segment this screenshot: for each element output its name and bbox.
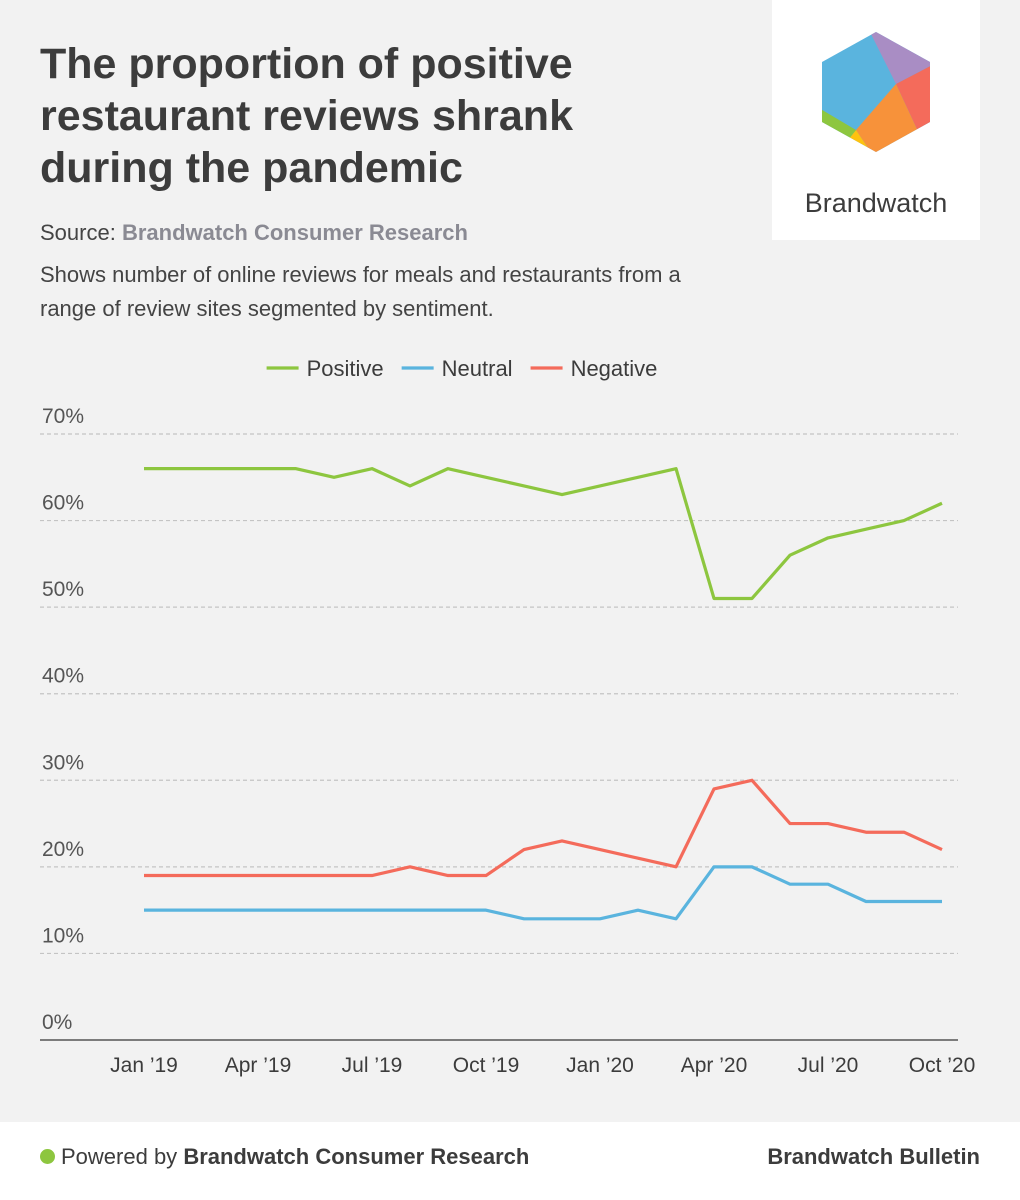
legend-label: Neutral [442, 356, 513, 381]
footer-brand[interactable]: Brandwatch Bulletin [767, 1144, 980, 1169]
powered-name[interactable]: Brandwatch Consumer Research [183, 1144, 530, 1169]
source-label: Source: [40, 220, 116, 245]
y-tick-label: 40% [42, 665, 84, 688]
y-tick-label: 0% [42, 1011, 72, 1034]
source-name[interactable]: Brandwatch Consumer Research [121, 220, 468, 245]
x-tick-label: Jul ’20 [798, 1054, 859, 1077]
legend-label: Positive [307, 356, 384, 381]
y-tick-label: 50% [42, 578, 84, 601]
chart: 0% 10% 20% 30% 40% 50% 60% 70% Jan ’19 Apr ’19 Jul… [40, 356, 976, 1077]
x-tick-label: Jan ’20 [566, 1054, 634, 1077]
powered-by: Powered by [61, 1144, 178, 1169]
logo: Brandwatch [772, 0, 980, 240]
logo-graphic: Brandwatch [805, 32, 948, 218]
series-line [144, 865, 942, 921]
x-tick-label: Apr ’20 [681, 1054, 748, 1077]
series-line [144, 778, 943, 878]
dot [40, 1149, 55, 1164]
y-tick-label: 30% [42, 751, 84, 774]
x-tick-label: Oct ’20 [909, 1054, 976, 1077]
y-tick-label: 70% [42, 405, 84, 428]
x-tick-label: Oct ’19 [453, 1054, 520, 1077]
series-line [144, 467, 943, 601]
title: The proportion of positive restaurant re… [40, 40, 573, 192]
x-tick-label: Jan ’19 [110, 1054, 178, 1077]
y-tick-label: 10% [42, 924, 84, 947]
footer: Powered by Brandwatch Consumer Research … [0, 1122, 1020, 1200]
y-tick-label: 20% [42, 838, 84, 861]
subtitle: Shows number of online reviews for meals… [40, 262, 681, 321]
y-tick-label: 60% [42, 492, 84, 515]
x-tick-label: Jul ’19 [342, 1054, 403, 1077]
logo-text: Brandwatch [805, 188, 948, 218]
legend-label: Negative [571, 356, 658, 381]
powered: Powered by Brandwatch Consumer Research [40, 1144, 529, 1170]
x-tick-label: Apr ’19 [225, 1054, 292, 1077]
source: Source: Brandwatch Consumer Research [40, 220, 468, 246]
